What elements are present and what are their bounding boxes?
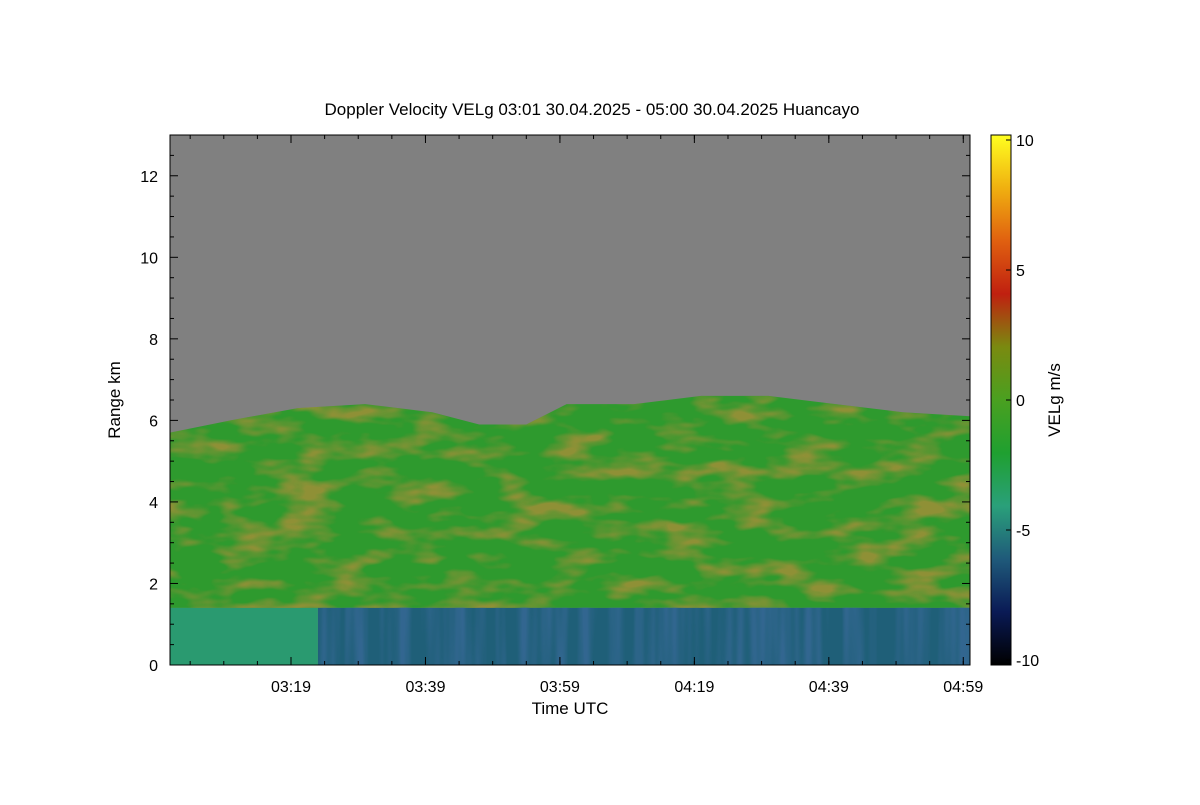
x-tick-label: 03:59 [540,679,580,696]
colorbar-tick: 10 [1006,133,1034,150]
colorbar-label: VELg m/s [1045,363,1064,437]
colorbar-tick: -10 [1006,653,1039,670]
x-axis-label: Time UTC [532,699,609,718]
x-tick-label: 03:19 [271,679,311,696]
colorbar-tick-label: 5 [1016,263,1025,280]
y-tick: 6 [149,413,970,430]
x-tick-label: 04:39 [809,679,849,696]
y-tick: 10 [140,250,970,267]
early-low-layer [170,607,318,665]
y-tick: 4 [149,495,970,512]
colorbar-tick: -5 [1006,523,1030,540]
y-tick: 2 [149,576,970,593]
y-tick: 12 [140,169,970,186]
chart-title: Doppler Velocity VELg 03:01 30.04.2025 -… [325,100,860,119]
y-tick-label: 4 [149,495,158,512]
y-axis: 0 2 4 6 8 10 12 [140,154,970,675]
x-tick-label: 04:59 [943,679,983,696]
y-axis-label: Range km [105,361,124,438]
rain-streaks [317,607,970,665]
cloud-texture [170,395,970,608]
colorbar-ticks: 10 5 0 -5 -10 [1006,133,1039,670]
y-tick: 0 [149,658,970,675]
x-tick-label: 04:19 [674,679,714,696]
y-tick-label: 6 [149,413,158,430]
colorbar-tick: 5 [1006,263,1025,280]
x-axis: 03:19 03:39 03:59 04:19 04:39 04:59 [189,135,983,696]
colorbar-tick-label: 10 [1016,133,1034,150]
plot-area [170,135,970,665]
colorbar-tick: 0 [1006,393,1025,410]
y-tick-label: 10 [140,250,158,267]
colorbar-tick-label: -10 [1016,653,1039,670]
colorbar: 10 5 0 -5 -10 VELg m/s [990,133,1064,670]
y-tick-label: 8 [149,332,158,349]
y-tick-label: 0 [149,658,158,675]
y-tick-label: 12 [140,169,158,186]
colorbar-tick-label: -5 [1016,523,1030,540]
colorbar-tick-label: 0 [1016,393,1025,410]
x-tick-label: 03:39 [405,679,445,696]
y-tick-label: 2 [149,576,158,593]
y-tick: 8 [149,332,970,349]
